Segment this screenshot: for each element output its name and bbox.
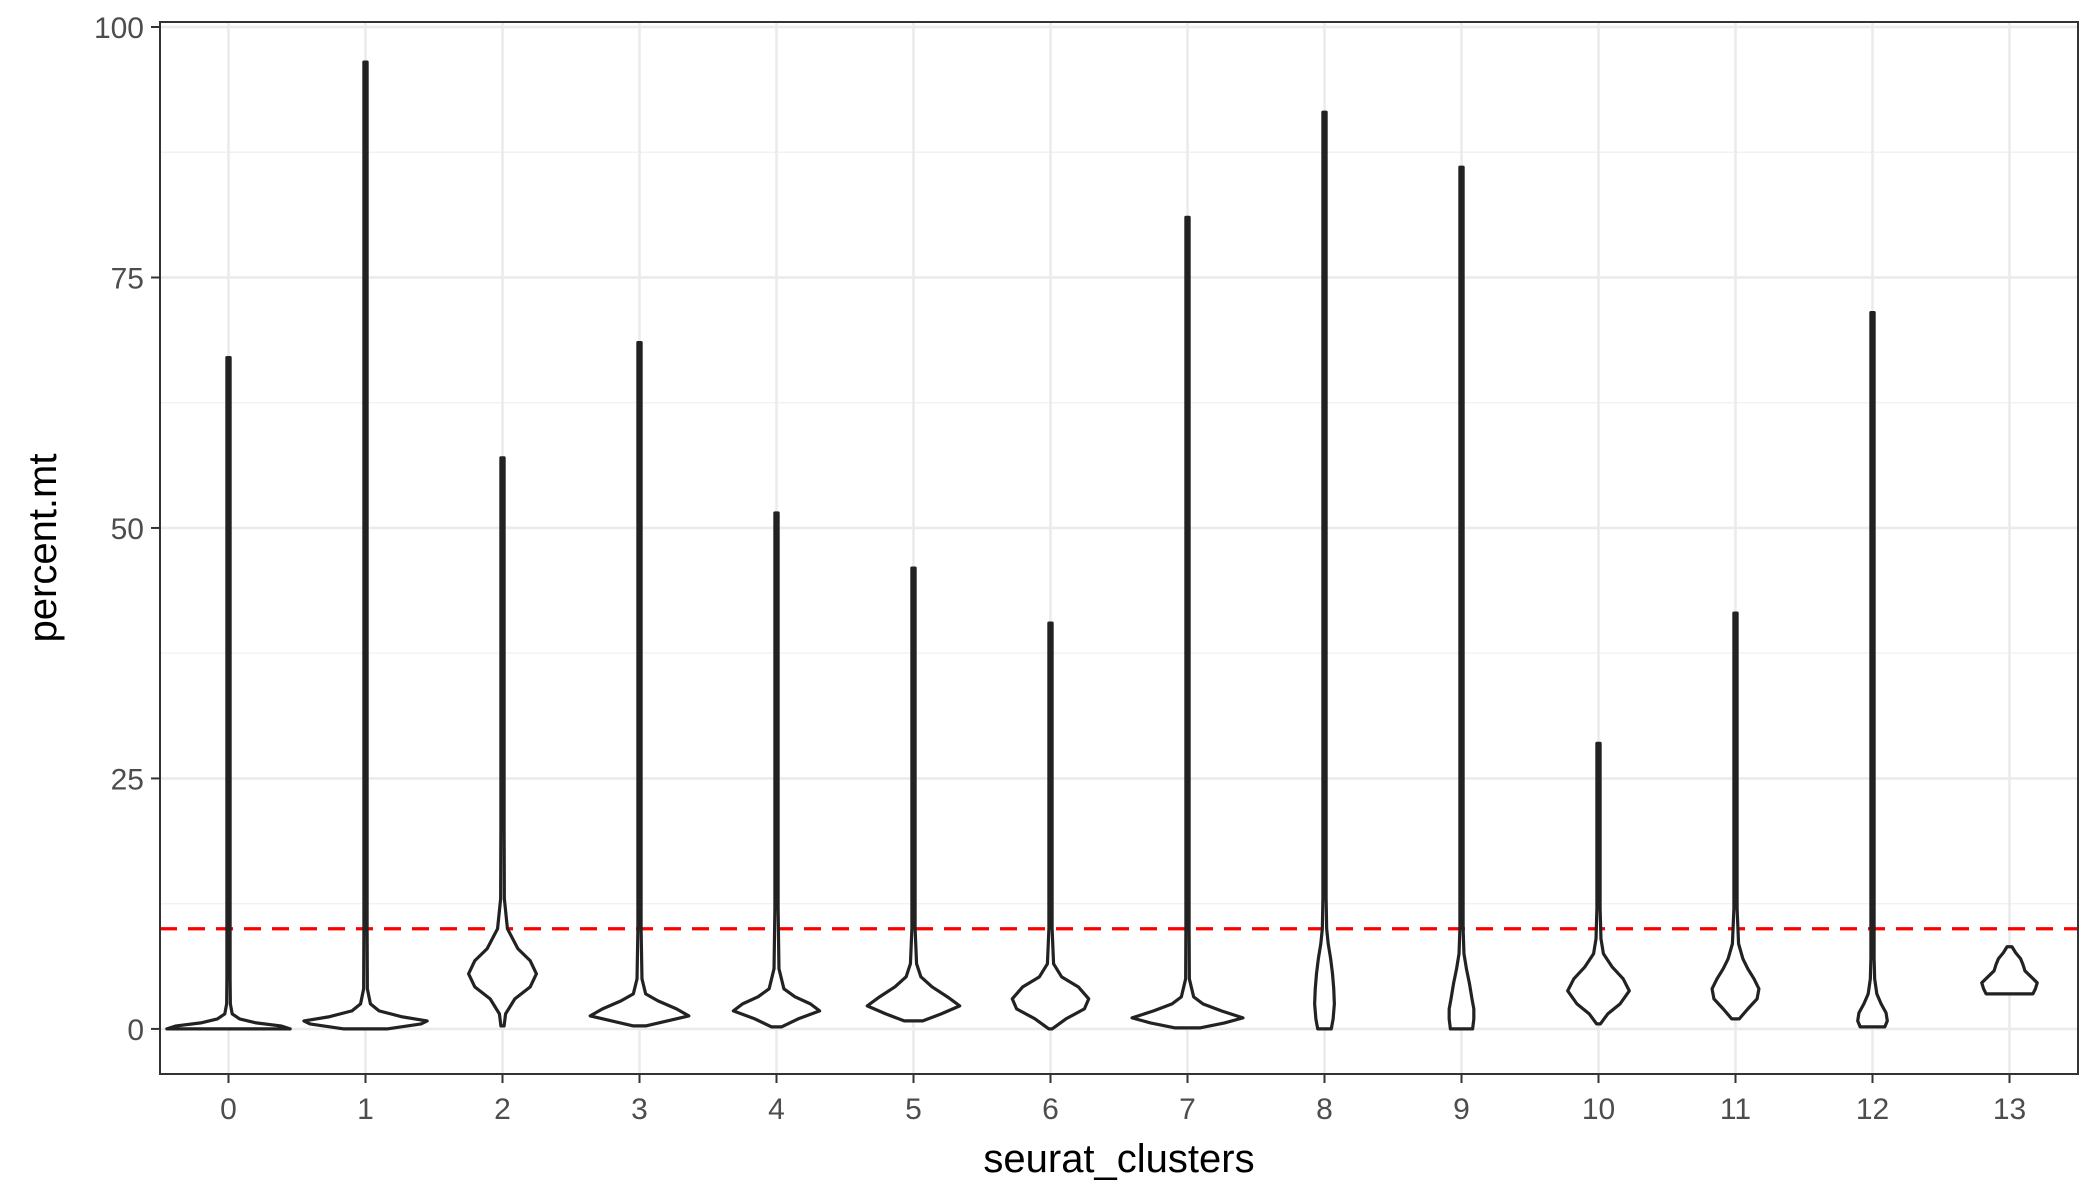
violin-cluster-7 — [1130, 215, 1245, 1030]
x-tick-label: 9 — [1453, 1093, 1470, 1126]
violin-cluster-0 — [165, 356, 292, 1031]
x-tick-label: 3 — [631, 1093, 648, 1126]
violin-cluster-9 — [1447, 165, 1476, 1031]
y-axis-title: percent.mt — [21, 454, 65, 643]
x-tick-label: 11 — [1720, 1093, 1751, 1126]
plot-panel-border — [159, 21, 2079, 1075]
x-tick-label: 0 — [220, 1093, 237, 1126]
violin-cluster-13 — [1980, 945, 2039, 996]
y-tick-label: 50 — [111, 513, 144, 546]
violin-cluster-6 — [1010, 621, 1091, 1031]
x-tick-label: 4 — [768, 1093, 785, 1126]
x-tick-label: 6 — [1042, 1093, 1059, 1126]
y-tick-label: 100 — [94, 12, 144, 45]
violin-cluster-1 — [302, 60, 429, 1031]
y-tick-label: 75 — [111, 262, 144, 295]
x-tick-label: 2 — [494, 1093, 511, 1126]
y-tick-label: 0 — [127, 1014, 144, 1047]
x-tick-label: 8 — [1316, 1093, 1333, 1126]
violin-cluster-11 — [1710, 611, 1761, 1021]
x-tick-label: 5 — [905, 1093, 922, 1126]
violin-cluster-4 — [731, 511, 822, 1029]
x-tick-label: 12 — [1856, 1093, 1889, 1126]
x-tick-label: 13 — [1993, 1093, 2026, 1126]
violin-cluster-12 — [1856, 310, 1889, 1029]
x-tick-label: 1 — [357, 1093, 374, 1126]
x-tick-label: 7 — [1179, 1093, 1196, 1126]
violin-cluster-8 — [1313, 110, 1336, 1031]
x-tick-label: 10 — [1582, 1093, 1615, 1126]
x-axis-title: seurat_clusters — [983, 1137, 1254, 1181]
y-tick-label: 25 — [111, 763, 144, 796]
violin-layer — [165, 60, 2039, 1031]
violin-cluster-2 — [466, 456, 539, 1028]
violin-cluster-3 — [588, 341, 691, 1028]
violin-cluster-10 — [1566, 741, 1631, 1026]
violin-cluster-5 — [865, 566, 962, 1023]
